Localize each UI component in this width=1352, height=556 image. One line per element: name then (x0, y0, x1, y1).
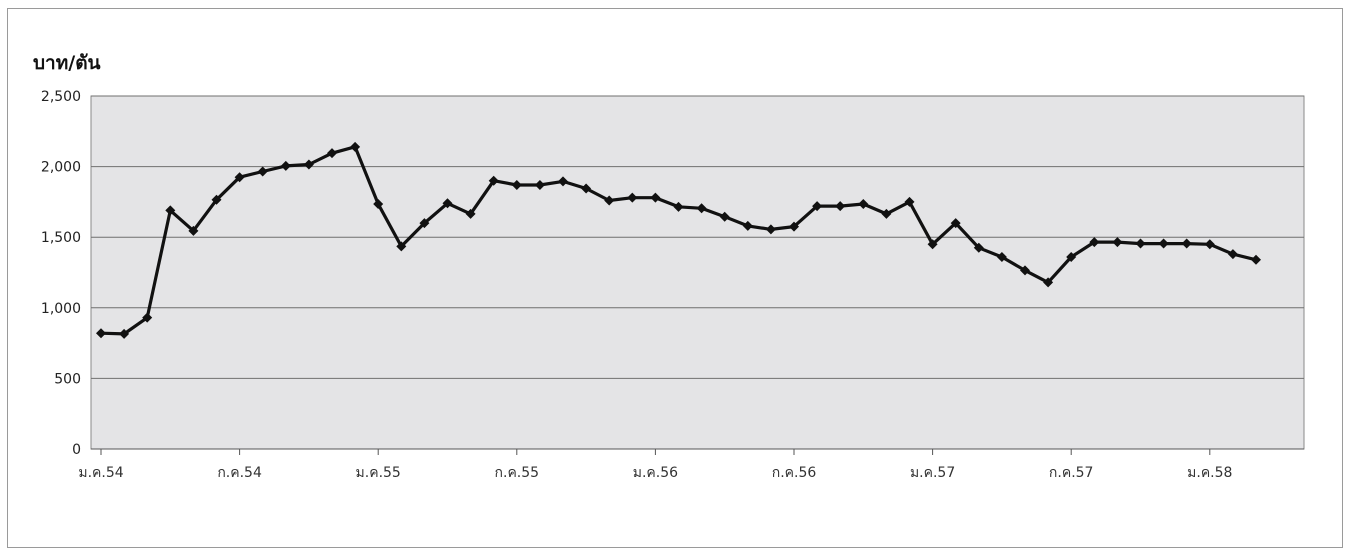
data-point (350, 141, 361, 152)
chart-container: บาท/ตัน 0 500 1,000 1,500 2,000 2,500 ม.ค.54 ก… (7, 8, 1343, 548)
data-point (188, 225, 199, 236)
data-point (327, 148, 337, 159)
data-point (696, 203, 707, 214)
data-point (1089, 237, 1100, 248)
data-point (303, 159, 314, 170)
data-point (1227, 249, 1238, 260)
x-tick-label: ม.ค.55 (356, 465, 401, 481)
data-point (973, 242, 984, 253)
data-point (1204, 239, 1215, 250)
data-point (511, 179, 522, 190)
x-tick-label: ม.ค.54 (78, 465, 123, 481)
data-point (1043, 277, 1054, 288)
data-point (996, 251, 1007, 262)
y-tick-label: 2,500 (41, 89, 81, 105)
data-point (373, 199, 384, 210)
y-tick-label: 2,000 (41, 160, 81, 176)
data-point (257, 166, 268, 177)
data-point (858, 199, 869, 210)
data-point (419, 218, 430, 229)
data-point (234, 172, 245, 183)
x-tick-label: ก.ค.57 (1049, 465, 1094, 481)
data-point (765, 224, 776, 235)
data-point (950, 218, 961, 229)
data-point (1066, 251, 1077, 262)
data-point (558, 176, 568, 187)
data-point (812, 201, 823, 212)
data-point (142, 312, 153, 323)
data-point (280, 160, 291, 171)
data-point (534, 179, 545, 190)
data-point (789, 221, 799, 232)
data-point (881, 208, 892, 219)
x-tick-label: ม.ค.58 (1187, 465, 1232, 481)
data-point (742, 220, 753, 231)
data-point (627, 192, 638, 203)
data-point (488, 175, 499, 186)
data-point (442, 198, 453, 209)
y-tick-label: 0 (72, 442, 81, 458)
data-point (1020, 265, 1030, 276)
y-axis-unit-label: บาท/ตัน (33, 52, 101, 74)
data-point (835, 201, 846, 212)
y-tick-label: 500 (54, 371, 81, 387)
data-point (119, 328, 130, 339)
data-point (211, 194, 222, 205)
data-point (673, 201, 684, 212)
data-point (650, 192, 661, 203)
data-point (604, 195, 615, 206)
x-tick-label: ก.ค.54 (217, 465, 262, 481)
data-point (1181, 238, 1192, 249)
data-point (465, 208, 476, 219)
plot-area (90, 95, 1305, 450)
data-point (904, 196, 915, 207)
data-point (1158, 238, 1169, 249)
x-tick-label: ม.ค.57 (910, 465, 955, 481)
y-tick-label: 1,500 (41, 230, 81, 246)
data-point (927, 239, 938, 250)
x-tick-label: ม.ค.56 (633, 465, 678, 481)
x-tick-label: ก.ค.56 (772, 465, 817, 481)
data-point (1112, 237, 1123, 248)
data-point (396, 241, 407, 252)
line-chart: บาท/ตัน 0 500 1,000 1,500 2,000 2,500 ม.ค.54 ก… (33, 52, 1305, 481)
x-tick-label: ก.ค.55 (495, 465, 540, 481)
data-point (719, 211, 730, 222)
data-point (1135, 238, 1146, 249)
data-point (165, 205, 176, 216)
data-point (96, 328, 106, 339)
data-point (581, 183, 592, 194)
y-tick-label: 1,000 (41, 301, 81, 317)
